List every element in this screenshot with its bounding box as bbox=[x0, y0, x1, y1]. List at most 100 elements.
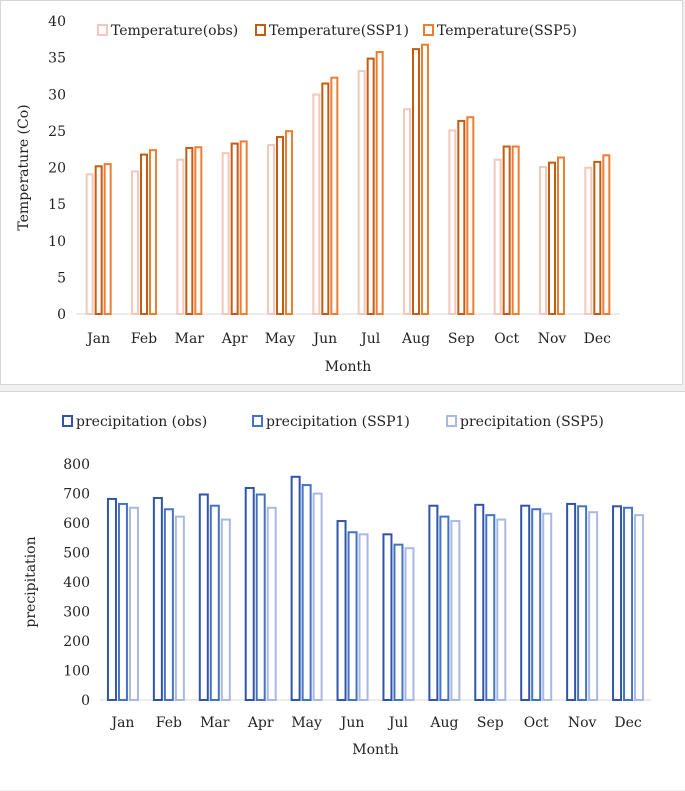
y-axis-title: Temperature (Co) bbox=[16, 104, 32, 230]
x-tick-label: May bbox=[291, 715, 322, 731]
x-tick-label: Feb bbox=[131, 331, 157, 347]
y-tick-label: 40 bbox=[48, 14, 66, 30]
bar bbox=[375, 51, 384, 315]
bar bbox=[176, 158, 185, 315]
bar bbox=[466, 116, 475, 315]
x-tick-label: Jun bbox=[312, 331, 338, 347]
y-tick-label: 5 bbox=[57, 270, 66, 286]
bar bbox=[330, 76, 339, 315]
bar bbox=[85, 173, 94, 315]
bar bbox=[198, 493, 209, 701]
y-tick-label: 200 bbox=[63, 634, 90, 650]
bar bbox=[230, 142, 239, 315]
bar bbox=[421, 43, 429, 316]
x-tick-label: May bbox=[265, 331, 296, 347]
x-axis-title: Month bbox=[325, 359, 371, 375]
bar bbox=[428, 504, 439, 701]
legend-label: Temperature(SSP5) bbox=[437, 23, 577, 39]
x-tick-label: Dec bbox=[614, 715, 642, 731]
legend-swatch bbox=[252, 415, 263, 427]
bar bbox=[520, 504, 531, 701]
bar bbox=[358, 533, 369, 701]
bar bbox=[584, 166, 593, 315]
bar bbox=[276, 136, 284, 315]
bar bbox=[450, 520, 461, 701]
bar bbox=[493, 158, 502, 315]
bar bbox=[174, 515, 185, 701]
x-tick-label: Aug bbox=[401, 331, 430, 347]
bar bbox=[566, 502, 577, 701]
y-tick-label: 100 bbox=[63, 664, 90, 680]
bar bbox=[321, 82, 330, 315]
y-tick-label: 700 bbox=[63, 487, 90, 503]
bar bbox=[128, 506, 139, 702]
bar bbox=[634, 514, 645, 702]
x-axis-title: Month bbox=[352, 742, 398, 758]
bar bbox=[531, 508, 542, 701]
bar bbox=[557, 156, 565, 315]
y-tick-label: 10 bbox=[48, 234, 66, 250]
x-tick-label: Aug bbox=[429, 715, 458, 731]
temperature-chart-panel: 0 5 10 15 20 25 30 35 40 Jan Feb Mar Apr May Jun Jul Aug… bbox=[0, 0, 683, 385]
bar bbox=[542, 512, 553, 701]
bar bbox=[255, 493, 266, 701]
x-tick-label: Sep bbox=[477, 715, 504, 731]
bar bbox=[382, 533, 393, 701]
bar bbox=[149, 149, 157, 315]
bar bbox=[347, 531, 358, 701]
legend-label: Temperature(obs) bbox=[111, 23, 238, 39]
precipitation-chart: 0 100 200 300 400 500 600 700 800 Jan Feb Mar Apr May… bbox=[23, 414, 651, 758]
bar bbox=[194, 146, 203, 315]
y-tick-label: 400 bbox=[63, 575, 90, 591]
bar bbox=[106, 497, 117, 701]
bar bbox=[185, 146, 194, 315]
bar bbox=[593, 160, 602, 315]
x-tick-label: Jul bbox=[387, 715, 409, 731]
legend-swatch bbox=[62, 415, 73, 427]
bar bbox=[117, 502, 128, 701]
y-tick-label: 500 bbox=[63, 546, 90, 562]
bar bbox=[404, 547, 415, 701]
bar bbox=[393, 543, 404, 701]
bar bbox=[539, 166, 547, 315]
x-tick-label: Apr bbox=[247, 715, 274, 731]
x-tick-label: Jul bbox=[359, 331, 381, 347]
bar bbox=[312, 492, 323, 701]
bar bbox=[623, 506, 634, 702]
bar bbox=[548, 161, 556, 315]
y-tick-label: 15 bbox=[48, 197, 66, 213]
bar bbox=[577, 505, 588, 701]
bar bbox=[131, 170, 139, 315]
bar bbox=[474, 503, 485, 701]
y-tick-label: 600 bbox=[63, 516, 90, 532]
bar bbox=[103, 163, 112, 315]
x-tick-label: Jun bbox=[339, 715, 365, 731]
bar bbox=[439, 515, 450, 701]
x-tick-label: Oct bbox=[494, 331, 519, 347]
bar bbox=[266, 506, 277, 702]
bar bbox=[163, 508, 174, 701]
bar bbox=[511, 145, 520, 315]
bar bbox=[502, 145, 511, 315]
bar bbox=[412, 48, 420, 315]
bar bbox=[239, 140, 248, 315]
legend-label: Temperature(SSP1) bbox=[269, 23, 409, 39]
bar bbox=[312, 93, 321, 315]
x-tick-label: Nov bbox=[538, 331, 567, 347]
x-tick-label: Jan bbox=[85, 331, 110, 347]
y-tick-label: 0 bbox=[81, 693, 90, 709]
x-tick-label: Sep bbox=[448, 331, 475, 347]
bar bbox=[403, 108, 411, 316]
bar bbox=[140, 153, 148, 315]
legend-swatch bbox=[97, 24, 108, 36]
y-tick-label: 20 bbox=[48, 161, 66, 177]
y-tick-label: 35 bbox=[48, 51, 66, 67]
x-tick-label: Apr bbox=[221, 331, 248, 347]
bar bbox=[290, 475, 301, 701]
precipitation-chart-panel: 0 100 200 300 400 500 600 700 800 Jan Feb Mar Apr May… bbox=[0, 391, 685, 790]
y-tick-label: 30 bbox=[48, 87, 66, 103]
legend-label: precipitation (SSP5) bbox=[460, 414, 604, 430]
bar bbox=[602, 154, 611, 315]
bar bbox=[285, 130, 293, 315]
x-tick-label: Dec bbox=[584, 331, 612, 347]
